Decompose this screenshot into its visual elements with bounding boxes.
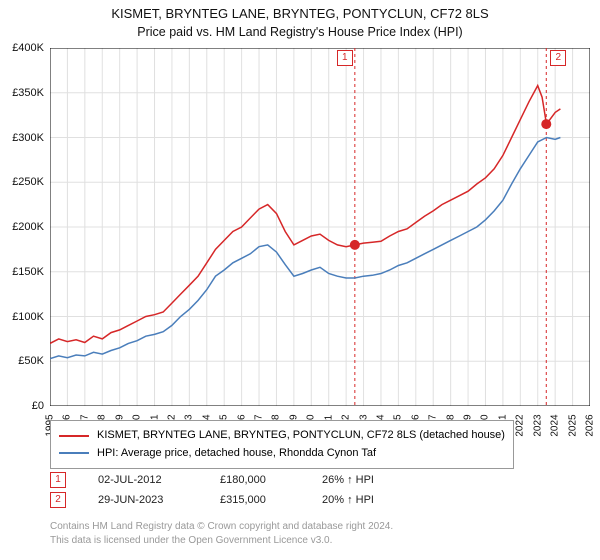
y-tick-label: £0 — [32, 400, 44, 412]
chart-subtitle: Price paid vs. HM Land Registry's House … — [0, 25, 600, 39]
x-tick-label: 2024 — [550, 414, 561, 436]
marker-date-2: 29-JUN-2023 — [98, 494, 188, 506]
marker-date-1: 02-JUL-2012 — [98, 474, 188, 486]
chart-marker-tag: 1 — [337, 50, 353, 66]
footer-line-1: Contains HM Land Registry data © Crown c… — [50, 520, 393, 534]
y-tick-label: £150K — [12, 266, 44, 278]
legend-label-hpi: HPI: Average price, detached house, Rhon… — [97, 445, 376, 463]
footer: Contains HM Land Registry data © Crown c… — [50, 520, 393, 547]
sale-marker-row-2: 2 29-JUN-2023 £315,000 20% ↑ HPI — [50, 492, 374, 508]
marker-price-2: £315,000 — [220, 494, 290, 506]
sale-markers-table: 1 02-JUL-2012 £180,000 26% ↑ HPI 2 29-JU… — [50, 468, 374, 508]
y-tick-label: £350K — [12, 87, 44, 99]
chart-svg — [50, 48, 590, 406]
x-tick-label: 2022 — [515, 414, 526, 436]
y-tick-label: £300K — [12, 132, 44, 144]
marker-tag-1: 1 — [50, 472, 66, 488]
legend-swatch-property — [59, 435, 89, 437]
x-tick-label: 2025 — [567, 414, 578, 436]
y-tick-label: £250K — [12, 176, 44, 188]
chart-marker-tag: 2 — [550, 50, 566, 66]
legend-item-property: KISMET, BRYNTEG LANE, BRYNTEG, PONTYCLUN… — [59, 427, 505, 445]
legend: KISMET, BRYNTEG LANE, BRYNTEG, PONTYCLUN… — [50, 420, 514, 469]
marker-price-1: £180,000 — [220, 474, 290, 486]
y-tick-label: £400K — [12, 42, 44, 54]
footer-line-2: This data is licensed under the Open Gov… — [50, 534, 393, 548]
chart-plot-area: £0£50K£100K£150K£200K£250K£300K£350K£400… — [50, 48, 590, 406]
marker-note-2: 20% ↑ HPI — [322, 494, 374, 506]
y-tick-label: £50K — [18, 355, 44, 367]
chart-container: KISMET, BRYNTEG LANE, BRYNTEG, PONTYCLUN… — [0, 0, 600, 560]
chart-title: KISMET, BRYNTEG LANE, BRYNTEG, PONTYCLUN… — [0, 0, 600, 23]
legend-item-hpi: HPI: Average price, detached house, Rhon… — [59, 445, 505, 463]
x-tick-label: 2023 — [532, 414, 543, 436]
y-tick-label: £100K — [12, 311, 44, 323]
marker-tag-2: 2 — [50, 492, 66, 508]
y-tick-label: £200K — [12, 221, 44, 233]
x-tick-label: 2026 — [585, 414, 596, 436]
legend-swatch-hpi — [59, 452, 89, 454]
sale-marker-row-1: 1 02-JUL-2012 £180,000 26% ↑ HPI — [50, 472, 374, 488]
legend-label-property: KISMET, BRYNTEG LANE, BRYNTEG, PONTYCLUN… — [97, 427, 505, 445]
marker-note-1: 26% ↑ HPI — [322, 474, 374, 486]
